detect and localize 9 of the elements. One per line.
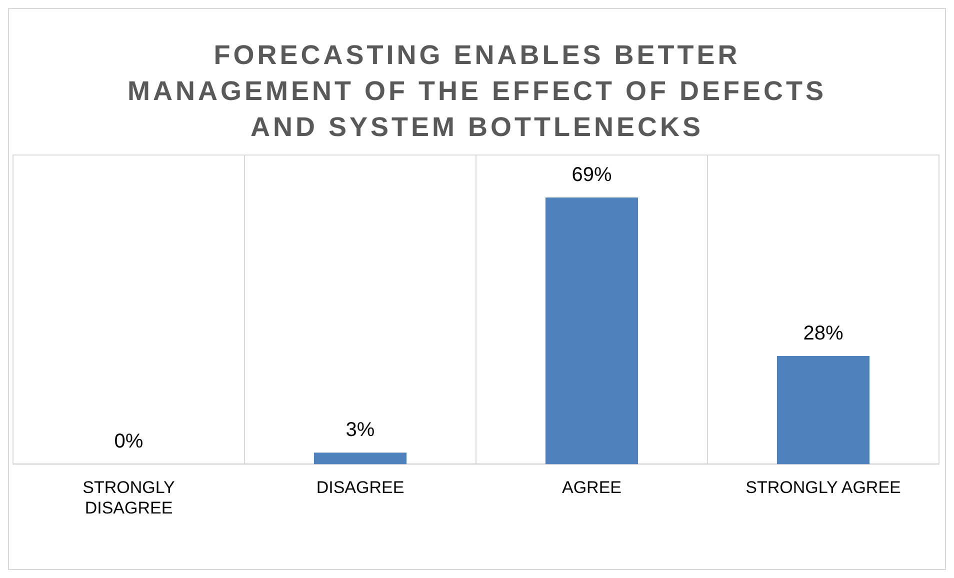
x-tick-label: STRONGLY AGREE [746, 478, 901, 498]
x-tick-label: AGREE [562, 478, 622, 498]
data-label: 69% [572, 164, 612, 186]
chart-title: FORECASTING ENABLES BETTER MANAGEMENT OF THE EFFECT OF DEFECTS AND SYSTEM BOTTLENECKS [126, 39, 828, 144]
data-label: 28% [803, 322, 844, 344]
data-label: 3% [346, 419, 375, 442]
data-label: 0% [114, 430, 144, 453]
x-tick-label: STRONGLY DISAGREE [82, 478, 175, 518]
x-tick-label: DISAGREE [316, 478, 404, 498]
